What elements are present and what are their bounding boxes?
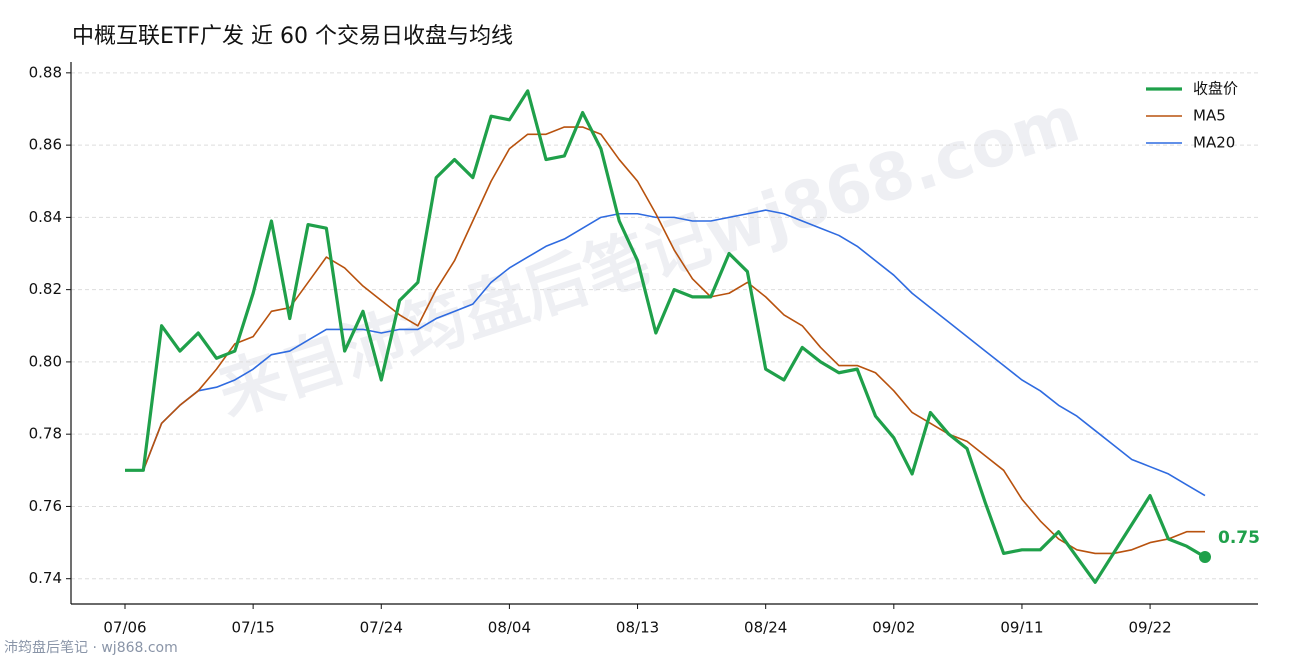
x-tick-label: 09/11 (1000, 619, 1043, 637)
legend-label: MA5 (1193, 107, 1226, 125)
y-tick-label: 0.74 (29, 569, 62, 587)
x-tick-label: 07/06 (103, 619, 146, 637)
x-tick-label: 08/04 (488, 619, 531, 637)
x-tick-label: 09/02 (872, 619, 915, 637)
footer: 沛筠盘后笔记 · wj868.com (4, 639, 178, 656)
y-tick-label: 0.88 (29, 63, 62, 81)
x-tick-label: 08/13 (616, 619, 659, 637)
y-tick-label: 0.82 (29, 280, 62, 298)
x-tick-label: 08/24 (744, 619, 787, 637)
x-tick-label: 07/24 (360, 619, 403, 637)
y-tick-label: 0.76 (29, 497, 62, 515)
x-tick-label: 07/15 (232, 619, 275, 637)
y-tick-label: 0.84 (29, 208, 62, 226)
series-line (125, 209, 1206, 497)
chart-title: 中概互联ETF广发 近 60 个交易日收盘与均线 (72, 24, 513, 49)
legend-label: MA20 (1193, 134, 1235, 152)
y-tick-label: 0.80 (29, 352, 62, 370)
legend-label: 收盘价 (1193, 80, 1238, 98)
value-label: 0.75 (1218, 528, 1260, 548)
y-tick-label: 0.78 (29, 425, 62, 443)
x-tick-label: 09/22 (1128, 619, 1171, 637)
series-line (125, 126, 1205, 555)
last-point (1199, 551, 1211, 564)
series-line (125, 89, 1206, 584)
y-tick-label: 0.86 (29, 136, 62, 154)
